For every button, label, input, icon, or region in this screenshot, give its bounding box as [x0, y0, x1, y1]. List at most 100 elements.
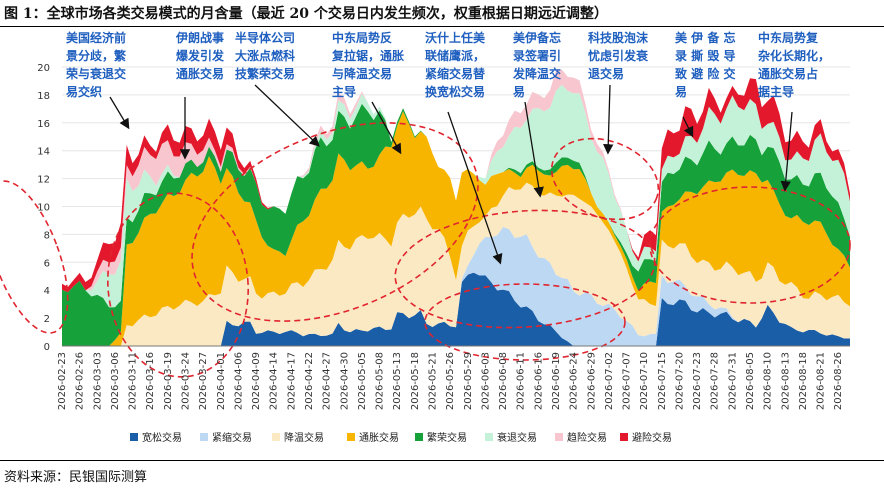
- x-tick-label: 2026-03-24: [180, 352, 191, 410]
- x-tick-label: 2026-04-30: [339, 352, 350, 410]
- annotation-arrow: [780, 111, 793, 192]
- x-tick-label: 2026-06-08: [498, 352, 509, 410]
- annotation-arrows: [109, 84, 793, 265]
- x-tick-label: 2026-06-29: [586, 352, 597, 410]
- x-tick-label: 2026-05-26: [445, 352, 456, 410]
- x-tick-label: 2026-07-07: [622, 352, 633, 410]
- x-tick-label: 2026-04-01: [216, 352, 227, 410]
- annotation-8: 美 伊 备 忘录 撕 毁 导致 避 险 交易: [675, 30, 736, 99]
- annotation-arrow: [254, 84, 320, 147]
- y-tick-label: 0: [44, 342, 50, 353]
- annotation-2: 伊朗战事爆发引发通胀交易: [175, 30, 225, 81]
- x-tick-label: 2026-07-02: [604, 352, 615, 410]
- x-tick-label: 2026-07-28: [710, 352, 721, 410]
- y-tick-label: 4: [44, 286, 50, 297]
- annotation-5: 沃什上任美联储鹰派，紧缩交易替换宽松交易: [425, 30, 486, 99]
- x-tick-label: 2026-08-21: [816, 352, 827, 410]
- x-tick-label: 2026-05-13: [392, 352, 403, 410]
- y-tick-labels: 0 2 4 6 8 10 12 14 16 18 20: [37, 63, 50, 353]
- area-宽松交易: [62, 272, 850, 346]
- legend-swatch: [200, 433, 208, 441]
- bottom-rule: [0, 460, 884, 461]
- x-tick-label: 2026-05-05: [357, 352, 368, 410]
- legend-label: 繁荣交易: [427, 431, 467, 444]
- x-tick-label: 2026-03-03: [92, 352, 103, 410]
- area-通胀交易: [62, 111, 850, 346]
- source-note: 资料来源：民银国际测算: [4, 470, 148, 485]
- x-tick-label: 2026-04-09: [251, 352, 262, 410]
- annotation-arrow: [603, 84, 614, 155]
- x-tick-label: 2026-06-16: [533, 352, 544, 410]
- x-tick-label: 2026-03-27: [198, 352, 209, 410]
- highlight-ellipse: [0, 180, 69, 334]
- legend-swatch: [555, 433, 563, 441]
- annotations: 美国经济前景分歧，繁荣与衰退交易交织伊朗战事爆发引发通胀交易半导体公司大涨点燃科…: [65, 30, 830, 99]
- y-tick-label: 14: [37, 147, 50, 158]
- x-tick-label: 2026-05-18: [410, 352, 421, 410]
- x-tick-label: 2026-03-11: [128, 352, 139, 410]
- x-tick-label: 2026-04-27: [322, 352, 333, 410]
- x-tick-label: 2026-07-20: [674, 352, 685, 410]
- x-tick-label: 2026-04-06: [233, 352, 244, 410]
- area-降温交易: [62, 182, 850, 346]
- x-tick-label: 2026-03-16: [145, 352, 156, 410]
- legend-swatch: [130, 433, 138, 441]
- y-tick-label: 2: [44, 314, 50, 325]
- annotation-9: 中东局势复杂化长期化，通胀交易占据主导: [758, 30, 830, 99]
- legend-swatch: [620, 433, 628, 441]
- legend-label: 通胀交易: [359, 431, 399, 444]
- highlight-ellipses: [0, 122, 851, 378]
- x-tick-label: 2026-04-22: [304, 352, 315, 410]
- y-tick-label: 12: [37, 175, 50, 186]
- x-tick-label: 2026-06-03: [480, 352, 491, 410]
- y-tick-label: 8: [44, 230, 50, 241]
- x-tick-label: 2026-05-29: [463, 352, 474, 410]
- x-tick-label: 2026-08-13: [780, 352, 791, 410]
- x-tick-label: 2026-08-18: [798, 352, 809, 410]
- highlight-ellipse: [649, 186, 851, 304]
- legend-label: 趋险交易: [567, 431, 607, 444]
- x-tick-label: 2026-06-24: [569, 352, 580, 410]
- annotation-3: 半导体公司大涨点燃科技繁荣交易: [235, 30, 295, 81]
- x-tick-label: 2026-02-23: [57, 352, 68, 410]
- legend-label: 宽松交易: [142, 431, 182, 444]
- x-tick-label: 2026-07-31: [727, 352, 738, 410]
- highlight-ellipse: [107, 192, 249, 378]
- annotation-arrow: [682, 116, 694, 138]
- x-tick-label: 2026-05-08: [375, 352, 386, 410]
- legend: 宽松交易 紧缩交易 降温交易 通胀交易 繁荣交易 衰退交易 趋险交易 避险交易: [130, 431, 672, 444]
- x-tick-label: 2026-03-06: [110, 352, 121, 410]
- x-tick-label: 2026-07-10: [639, 352, 650, 410]
- highlight-ellipse: [424, 283, 626, 361]
- y-tick-label: 16: [37, 119, 50, 130]
- x-tick-label: 2026-06-11: [516, 352, 527, 410]
- x-tick-label: 2026-04-17: [286, 352, 297, 410]
- legend-swatch: [485, 433, 493, 441]
- annotation-4: 中东局势反复拉锯，通胀与降温交易主导: [331, 30, 404, 99]
- y-tick-label: 18: [37, 91, 50, 102]
- x-tick-label: 2026-04-14: [269, 352, 280, 410]
- highlight-ellipse: [394, 209, 656, 329]
- annotation-arrow: [524, 101, 544, 198]
- highlight-ellipse: [550, 137, 660, 221]
- area-避险交易: [62, 69, 850, 293]
- x-tick-label: 2026-05-21: [427, 352, 438, 410]
- x-tick-label: 2026-08-10: [763, 352, 774, 410]
- x-tick-label: 2026-07-15: [657, 352, 668, 410]
- legend-swatch: [272, 433, 280, 441]
- legend-swatch: [347, 433, 355, 441]
- x-tick-label: 2026-08-26: [833, 352, 844, 410]
- legend-swatch: [415, 433, 423, 441]
- legend-label: 避险交易: [632, 431, 672, 444]
- area-series: [62, 69, 850, 346]
- legend-label: 降温交易: [284, 431, 324, 444]
- top-rule: [0, 26, 884, 27]
- annotation-arrow: [447, 111, 503, 265]
- y-tick-label: 20: [37, 63, 50, 74]
- figure-title: 图 1：全球市场各类交易模式的月含量（最近 20 个交易日内发生频次，权重根据日…: [4, 6, 608, 22]
- legend-label: 衰退交易: [497, 431, 537, 444]
- x-tick-label: 2026-07-23: [692, 352, 703, 410]
- annotation-arrow: [109, 96, 130, 130]
- x-tick-labels: 2026-02-23 2026-02-26 2026-03-03 2026-03-06…: [57, 352, 844, 410]
